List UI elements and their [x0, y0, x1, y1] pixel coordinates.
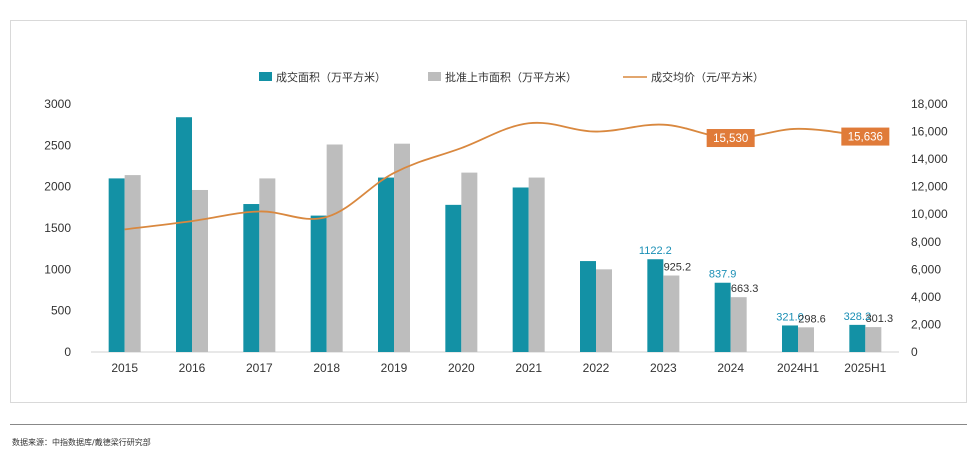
- data-label-transaction-area: 328.2: [844, 311, 872, 323]
- x-tick-label: 2021: [515, 361, 542, 375]
- x-tick-label: 2022: [583, 361, 610, 375]
- price-highlight-box: [706, 129, 755, 148]
- x-tick-label: 2018: [313, 361, 340, 375]
- right-tick-label: 4,000: [911, 290, 941, 304]
- bar-transaction-area: [782, 325, 798, 352]
- left-tick-label: 2500: [44, 138, 71, 152]
- x-tick-label: 2016: [179, 361, 206, 375]
- right-tick-label: 14,000: [911, 152, 948, 166]
- left-tick-label: 500: [51, 304, 71, 318]
- x-tick-label: 2019: [381, 361, 408, 375]
- bar-transaction-area: [378, 177, 394, 352]
- bar-approved-area: [461, 172, 478, 352]
- right-tick-label: 6,000: [911, 262, 941, 276]
- bar-approved-area: [394, 143, 410, 352]
- legend-swatch-2: [428, 72, 441, 81]
- bar-approved-area: [124, 175, 141, 352]
- x-tick-label: 2025H1: [844, 361, 886, 375]
- data-label-transaction-area: 321.0: [776, 311, 804, 323]
- bar-series: [108, 117, 882, 352]
- x-tick-label: 2024H1: [777, 361, 819, 375]
- x-tick-label: 2023: [650, 361, 677, 375]
- x-axis: 2015 2016 2017 2018 2019 2020 2021 2022 2023 2024…: [91, 351, 899, 375]
- right-tick-label: 18,000: [911, 97, 948, 111]
- left-tick-label: 2000: [44, 180, 71, 194]
- combo-chart: 成交面积（万平方米） 批准上市面积（万平方米） 成交均价（元/平方米） 0 500 10…: [44, 70, 948, 375]
- x-tick-label: 2020: [448, 361, 475, 375]
- left-tick-label: 0: [64, 345, 71, 359]
- bar-transaction-area: [445, 204, 462, 352]
- bar-approved-area: [730, 297, 747, 352]
- x-tick-label: 2015: [111, 361, 138, 375]
- data-labels: 1122.2 837.9 321.0 328.2 925.2 663.3 298.6 301.…: [639, 127, 894, 325]
- right-tick-label: 10,000: [911, 207, 948, 221]
- price-highlight-label: 15,530: [713, 133, 748, 145]
- bar-approved-area: [596, 269, 612, 352]
- left-tick-label: 1500: [44, 221, 71, 235]
- x-tick-label: 2024: [717, 361, 744, 375]
- left-tick-label: 3000: [44, 97, 71, 111]
- bar-transaction-area: [176, 117, 192, 352]
- right-tick-label: 8,000: [911, 235, 941, 249]
- right-tick-label: 16,000: [911, 125, 948, 139]
- right-tick-label: 2,000: [911, 317, 941, 331]
- data-label-approved-area: 298.6: [798, 313, 826, 325]
- left-y-axis: 0 500 1000 1500 2000 2500 3000: [44, 97, 71, 359]
- chart-frame: 成交面积（万平方米） 批准上市面积（万平方米） 成交均价（元/平方米） 0 500 10…: [10, 20, 967, 403]
- legend-swatch-1: [259, 72, 272, 81]
- data-label-approved-area: 925.2: [664, 262, 692, 274]
- legend-label-3: 成交均价（元/平方米）: [651, 70, 764, 84]
- legend-label-1: 成交面积（万平方米）: [276, 70, 386, 84]
- bar-approved-area: [528, 177, 545, 352]
- data-label-transaction-area: 837.9: [709, 269, 737, 281]
- bar-transaction-area: [243, 204, 260, 352]
- bar-approved-area: [798, 327, 814, 352]
- bar-transaction-area: [647, 259, 664, 352]
- bar-transaction-area: [108, 178, 125, 352]
- bar-transaction-area: [310, 215, 327, 352]
- bar-approved-area: [326, 144, 343, 352]
- bar-transaction-area: [512, 187, 529, 352]
- right-tick-label: 12,000: [911, 180, 948, 194]
- data-label-approved-area: 663.3: [731, 283, 759, 295]
- bar-approved-area: [259, 178, 276, 352]
- right-tick-label: 0: [911, 345, 918, 359]
- bar-approved-area: [865, 327, 882, 352]
- source-note: 数据来源：中指数据库/戴德梁行研究部: [12, 438, 151, 447]
- data-label-approved-area: 301.3: [866, 313, 894, 325]
- bar-transaction-area: [714, 282, 731, 352]
- left-tick-label: 1000: [44, 262, 71, 276]
- price-highlight-box: [841, 127, 890, 146]
- bar-transaction-area: [580, 261, 596, 352]
- chart-legend: 成交面积（万平方米） 批准上市面积（万平方米） 成交均价（元/平方米）: [259, 70, 764, 84]
- bar-approved-area: [192, 189, 208, 352]
- bar-transaction-area: [849, 324, 866, 352]
- data-label-transaction-area: 1122.2: [639, 245, 672, 257]
- footer-divider: [10, 424, 967, 425]
- bar-approved-area: [663, 275, 680, 352]
- legend-label-2: 批准上市面积（万平方米）: [445, 70, 577, 84]
- right-y-axis: 0 2,000 4,000 6,000 8,000 10,000 12,000 14,000 1…: [911, 97, 948, 359]
- price-highlight-label: 15,636: [848, 132, 883, 144]
- x-tick-label: 2017: [246, 361, 273, 375]
